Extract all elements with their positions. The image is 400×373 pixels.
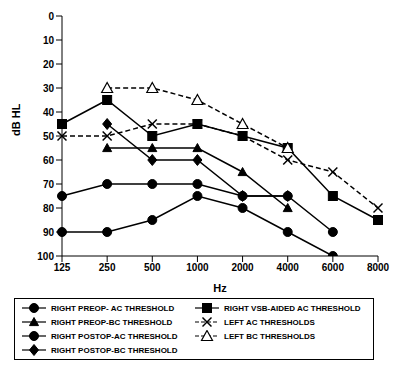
html-text:RIGHT PREOP-BC THRESHOLD: RIGHT PREOP-BC THRESHOLD bbox=[51, 317, 173, 327]
svg-text:8000: 8000 bbox=[367, 262, 390, 273]
svg-text:Hz: Hz bbox=[213, 282, 227, 294]
svg-text:1000: 1000 bbox=[186, 262, 209, 273]
html-text:RIGHT POSTOP-AC THRESHOLD: RIGHT POSTOP-AC THRESHOLD bbox=[51, 331, 178, 341]
html-text:RIGHT PREOP- AC THRESHOLD: RIGHT PREOP- AC THRESHOLD bbox=[51, 303, 175, 313]
svg-text:2000: 2000 bbox=[231, 262, 254, 273]
svg-text:500: 500 bbox=[144, 262, 161, 273]
svg-text:80: 80 bbox=[43, 203, 55, 214]
svg-text:100: 100 bbox=[37, 251, 54, 262]
svg-text:70: 70 bbox=[43, 179, 55, 190]
svg-text:50: 50 bbox=[43, 131, 55, 142]
html-text:LEFT BC THRESHOLDS: LEFT BC THRESHOLDS bbox=[224, 331, 316, 341]
svg-text:250: 250 bbox=[99, 262, 116, 273]
svg-text:60: 60 bbox=[43, 155, 55, 166]
svg-text:30: 30 bbox=[43, 83, 55, 94]
svg-text:40: 40 bbox=[43, 107, 55, 118]
svg-text:20: 20 bbox=[43, 59, 55, 70]
html-text:RIGHT POSTOP-BC THRESHOLD: RIGHT POSTOP-BC THRESHOLD bbox=[51, 345, 178, 355]
html-text:RIGHT VSB-AIDED AC THRESHOLD: RIGHT VSB-AIDED AC THRESHOLD bbox=[224, 303, 361, 313]
html-text:LEFT AC THRESHOLDS: LEFT AC THRESHOLDS bbox=[224, 317, 315, 327]
svg-text:10: 10 bbox=[43, 35, 55, 46]
svg-text:dB HL: dB HL bbox=[10, 103, 22, 136]
svg-text:90: 90 bbox=[43, 227, 55, 238]
svg-text:6000: 6000 bbox=[322, 262, 345, 273]
svg-text:0: 0 bbox=[48, 11, 54, 22]
svg-text:125: 125 bbox=[54, 262, 71, 273]
svg-text:4000: 4000 bbox=[277, 262, 300, 273]
